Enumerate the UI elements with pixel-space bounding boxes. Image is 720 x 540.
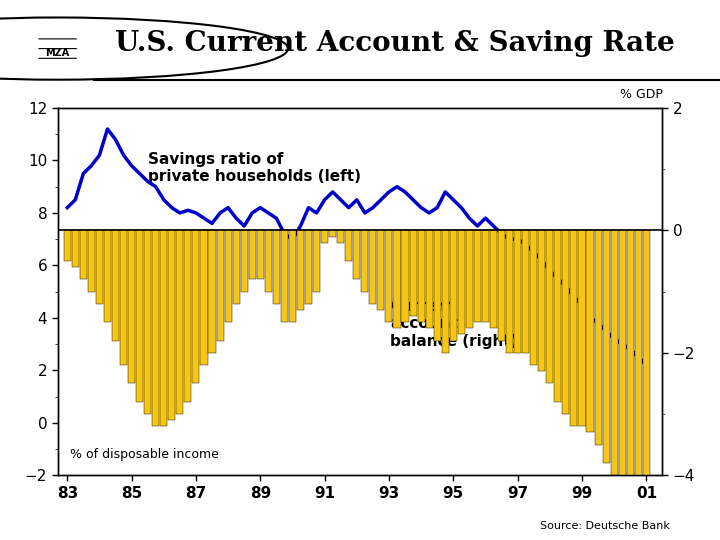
Bar: [369, 231, 377, 304]
Bar: [96, 231, 103, 304]
Bar: [635, 231, 642, 500]
Bar: [337, 231, 344, 242]
Bar: [184, 231, 192, 402]
Bar: [225, 231, 232, 322]
Bar: [361, 231, 369, 292]
Text: Source: Deutsche Bank: Source: Deutsche Bank: [540, 521, 670, 531]
Bar: [152, 231, 159, 426]
Bar: [136, 231, 143, 402]
Bar: [385, 231, 392, 322]
Bar: [514, 231, 521, 353]
Text: U.S. Current Account & Saving Rate: U.S. Current Account & Saving Rate: [115, 30, 675, 57]
Bar: [611, 231, 618, 475]
Text: Current
account
balance (right): Current account balance (right): [390, 299, 518, 349]
Bar: [248, 231, 256, 279]
Bar: [539, 231, 545, 371]
Bar: [305, 231, 312, 304]
Bar: [570, 231, 577, 426]
Bar: [176, 231, 184, 414]
Bar: [554, 231, 562, 402]
Bar: [587, 231, 593, 433]
Bar: [63, 231, 71, 261]
Bar: [144, 231, 151, 414]
Text: % of disposable income: % of disposable income: [70, 448, 219, 461]
Bar: [530, 231, 537, 365]
Bar: [458, 231, 465, 334]
Bar: [595, 231, 602, 444]
Bar: [441, 231, 449, 353]
Bar: [626, 231, 634, 494]
Bar: [603, 231, 610, 463]
Bar: [313, 231, 320, 292]
Bar: [329, 231, 336, 237]
Bar: [490, 231, 497, 328]
Bar: [233, 231, 240, 304]
Bar: [402, 231, 408, 322]
Bar: [618, 231, 626, 488]
Bar: [562, 231, 570, 414]
Bar: [522, 231, 529, 353]
Bar: [80, 231, 87, 279]
Bar: [120, 231, 127, 365]
Text: MZA: MZA: [45, 49, 70, 58]
Bar: [506, 231, 513, 353]
Bar: [450, 231, 456, 341]
Bar: [289, 231, 296, 322]
Bar: [128, 231, 135, 383]
Bar: [257, 231, 264, 279]
Bar: [240, 231, 248, 292]
Bar: [161, 231, 167, 426]
Bar: [466, 231, 473, 328]
Bar: [192, 231, 199, 383]
Bar: [418, 231, 425, 322]
Bar: [104, 231, 111, 322]
Text: Savings ratio of
private households (left): Savings ratio of private households (lef…: [148, 152, 361, 185]
Bar: [297, 231, 304, 310]
Bar: [426, 231, 433, 328]
Bar: [410, 231, 417, 316]
Bar: [377, 231, 384, 310]
Bar: [88, 231, 95, 292]
Bar: [546, 231, 554, 383]
Bar: [354, 231, 360, 279]
Bar: [265, 231, 272, 292]
Bar: [209, 231, 215, 353]
Bar: [217, 231, 224, 341]
Bar: [433, 231, 441, 341]
Bar: [200, 231, 207, 365]
Text: % GDP: % GDP: [619, 87, 662, 100]
Bar: [72, 231, 78, 267]
Bar: [112, 231, 119, 341]
Bar: [578, 231, 585, 426]
Bar: [393, 231, 400, 328]
Bar: [474, 231, 481, 322]
Bar: [168, 231, 176, 420]
Bar: [281, 231, 288, 322]
Bar: [273, 231, 280, 304]
Bar: [321, 231, 328, 242]
Bar: [482, 231, 489, 322]
Bar: [498, 231, 505, 341]
Bar: [643, 231, 650, 506]
Bar: [345, 231, 352, 261]
